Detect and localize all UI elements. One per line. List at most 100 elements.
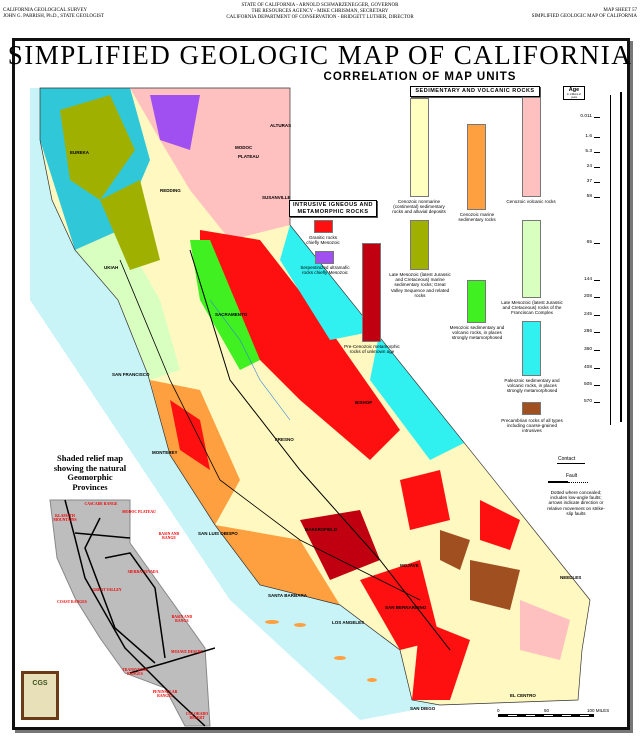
age-tick-mark [594,385,600,386]
province-label: PENINSULAR RANGES [152,690,178,699]
age-tick: 144 [583,277,592,282]
age-tick-mark [594,137,600,138]
age-tick: 65 [586,240,592,245]
page-title: SIMPLIFIED GEOLOGIC MAP OF CALIFORNIA [7,40,633,70]
unit-swatch-cenozoic-nonmarine [410,98,429,197]
scale-bar [498,714,594,717]
city-redding: REDDING [160,188,181,193]
city-susanville: SUSANVILLE [262,195,291,200]
islands [265,620,377,682]
unit-swatch-cenozoic-volcanic [522,97,541,197]
age-tick: 208 [583,294,592,299]
unit-swatch-paleozoic [522,321,541,376]
contact-label: Contact [558,456,576,462]
label-modoc: MODOC [235,145,253,150]
fault-note: Dotted where concealed; includes low-ang… [547,490,605,516]
inset-title-line: Geomorphic [67,472,113,482]
age-tick-mark [594,152,600,153]
age-tick-mark [594,315,600,316]
age-tick: 0.011 [580,114,592,119]
scale-label-0: 0 [497,708,500,713]
state-geologist: JOHN G. PARRISH, Ph.D., STATE GEOLOGIST [3,14,105,19]
age-tick-mark [594,197,600,198]
unit-swatch-late-mesozoic-marine [410,220,429,270]
age-tick: 408 [583,365,592,370]
header-right: MAP SHEET 57 SIMPLIFIED GEOLOGIC MAP OF … [532,8,637,20]
city-mojave: MOJAVE [400,563,419,568]
age-tick: 37 [586,179,592,184]
inset-title: Shaded relief map showing the natural Ge… [40,453,140,492]
city-san-bernardino: SAN BERNARDINO [385,605,427,610]
transverse-ranges [215,525,340,605]
agency-line: THE RESOURCES AGENCY - MIKE CHRISMAN, SE… [251,9,389,14]
age-tick: 1.6 [585,134,592,139]
unit-swatch-granitic [314,220,333,233]
city-monterey: MONTEREY [152,450,178,455]
shaded-relief-inset [49,499,215,727]
coast-ranges [75,230,180,380]
correlation-title: CORRELATION OF MAP UNITS [323,71,517,83]
age-tick: 24 [586,164,592,169]
sedimentary-header: SEDIMENTARY AND VOLCANIC ROCKS [410,86,540,97]
inset-title-line: showing the natural [53,462,127,473]
map-sheet-number: MAP SHEET 57 [603,8,637,13]
unit-label-franciscan: Late Mesozoic (latest Jurassic and Creta… [501,300,563,316]
unit-label-pre-cenozoic-metamorphic: Pre-Cenozoic metamorphic rocks of unknow… [344,344,400,355]
unit-label-cenozoic-marine: Cenozoic marine sedimentary rocks [458,212,496,223]
age-tick-mark [594,182,600,183]
age-tick: 5.3 [585,149,592,154]
unit-label-granitic: Granitic rocks chiefly Mesozoic [306,235,340,246]
age-tick-mark [594,297,600,298]
unit-label-paleozoic: Paleozoic sedimentary and volcanic rocks… [504,378,560,394]
governor-line: STATE OF CALIFORNIA - ARNOLD SCHWARZENEG… [241,3,399,8]
province-label: BASIN AND RANGE [158,532,180,541]
time-scale-line [610,95,611,425]
province-label: KLAMATH MOUNTAINS [53,514,77,523]
age-tick: 58 [586,194,592,199]
city-sacramento: SACRAMENTO [215,312,248,317]
frame-divider [620,92,622,422]
age-tick: 570 [583,399,592,404]
age-header: Age in millions of years [563,86,585,100]
header-left: CALIFORNIA GEOLOGICAL SURVEY JOHN G. PAR… [3,8,104,20]
unit-swatch-serpentinized [315,251,334,264]
age-tick: 245 [583,312,592,317]
inset-title-line: Shaded relief map [57,453,123,463]
city-el-centro: EL CENTRO [510,693,536,698]
city-santa-barbara: SANTA BARBARA [268,593,307,598]
city-alturas: ALTURAS [270,123,292,128]
city-eureka: EUREKA [70,150,90,155]
unit-label-precambrian: Precambrian rocks of all types including… [501,418,563,434]
age-tick-mark [594,402,600,403]
city-needles: NEEDLES [560,575,582,580]
sierra-granite [200,230,400,460]
age-tick-mark [594,243,600,244]
ocean [30,88,440,720]
city-los-angeles: LOS ANGELES [332,620,365,625]
logo-text: CGS [32,680,48,687]
unit-label-cenozoic-volcanic: Cenozoic volcanic rocks [506,199,556,204]
age-tick: 360 [583,347,592,352]
age-tick-mark [594,280,600,281]
province-label: BASIN AND RANGE [171,615,193,624]
age-tick: 286 [583,329,592,334]
age-tick: 505 [583,382,592,387]
age-tick-mark [594,332,600,333]
unit-swatch-precambrian [522,402,541,415]
province-label: GREAT VALLEY [92,588,122,592]
province-label: COLORADO DESERT [185,712,209,721]
province-label: MOJAVE DESERT [171,650,203,654]
contact-line [557,463,585,464]
city-bakersfield: BAKERSFIELD [305,527,338,532]
geologic-map [30,87,591,720]
unit-swatch-franciscan [522,220,541,298]
cgs-logo: CGS [21,671,59,720]
unit-swatch-cenozoic-marine [467,124,486,210]
city-ukiah: UKIAH [104,265,119,270]
province-label: SIERRA NEVADA [127,570,159,574]
fault-label: Fault [566,473,578,479]
province-label: TRANSVERSE RANGES [122,668,148,677]
age-tick-mark [594,368,600,369]
age-tick-mark [594,167,600,168]
province-label: CASCADE RANGE [84,502,118,506]
